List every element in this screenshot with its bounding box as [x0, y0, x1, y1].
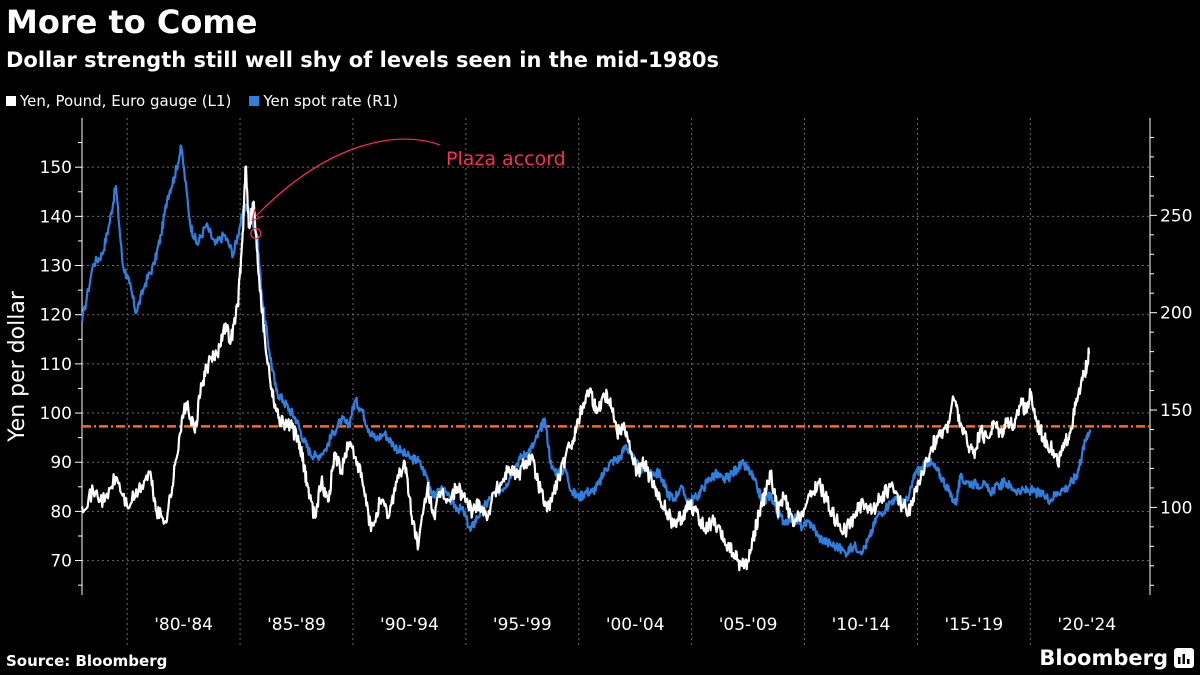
left-tick-label-2: 90	[50, 453, 72, 473]
x-tick-label-3: '95-'99	[493, 615, 552, 635]
source-note: Source: Bloomberg	[6, 652, 168, 670]
left-tick-label-1: 80	[50, 502, 72, 522]
right-tick-label-2: 200	[1160, 304, 1192, 324]
annotation-arrow-line	[255, 138, 441, 217]
legend-swatch-yen	[249, 96, 260, 106]
brand-name: Bloomberg	[1039, 646, 1168, 670]
series-line-gauge	[80, 165, 1091, 572]
x-tick-label-1: '85-'89	[267, 615, 326, 635]
left-tick-label-0: 70	[50, 552, 72, 572]
legend-item-gauge: Yen, Pound, Euro gauge (L1)	[6, 92, 231, 110]
series-line-yen-spot	[80, 144, 1092, 558]
annotation-arrow-head	[251, 208, 264, 222]
left-tick-label-3: 100	[40, 404, 72, 424]
legend-swatch-gauge	[6, 96, 16, 106]
x-tick-label-7: '15-'19	[945, 615, 1004, 635]
x-tick-label-5: '05-'09	[719, 615, 778, 635]
x-tick-label-4: '00-'04	[606, 615, 665, 635]
left-tick-label-4: 110	[40, 355, 72, 375]
right-tick-label-0: 100	[1160, 498, 1192, 518]
left-tick-label-6: 130	[40, 257, 72, 277]
tick-label-layer: 70 80 90 100 110 120 130 140 150 100 150 200 250 Yen …	[5, 158, 1192, 635]
chart-title: More to Come	[6, 3, 258, 41]
brand-logo: Bloomberg	[1039, 646, 1194, 670]
right-tick-label-1: 150	[1160, 401, 1192, 421]
y-axis-title: Yen per dollar	[5, 290, 30, 443]
left-tick-label-8: 150	[40, 158, 72, 178]
x-tick-label-0: '80-'84	[154, 615, 213, 635]
bloomberg-terminal-icon	[1174, 648, 1194, 668]
legend-item-yen: Yen spot rate (R1)	[249, 92, 398, 110]
x-tick-label-6: '10-'14	[832, 615, 891, 635]
series-layer	[80, 144, 1092, 572]
x-tick-label-2: '90-'94	[380, 615, 439, 635]
annotation-marker	[250, 227, 262, 240]
annotation-layer: Plaza accord	[250, 138, 566, 240]
grid-lines	[82, 118, 1150, 645]
left-tick-label-5: 120	[40, 306, 72, 326]
legend-label-gauge: Yen, Pound, Euro gauge (L1)	[20, 92, 232, 110]
x-tick-label-8: '20-'24	[1057, 615, 1116, 635]
legend: Yen, Pound, Euro gauge (L1) Yen spot rat…	[6, 90, 416, 112]
annotation-label: Plaza accord	[446, 148, 566, 170]
legend-label-yen: Yen spot rate (R1)	[263, 92, 399, 110]
axes	[75, 118, 1157, 595]
left-tick-label-7: 140	[40, 207, 72, 227]
chart-subtitle: Dollar strength still well shy of levels…	[6, 48, 720, 72]
right-tick-label-3: 250	[1160, 206, 1192, 226]
